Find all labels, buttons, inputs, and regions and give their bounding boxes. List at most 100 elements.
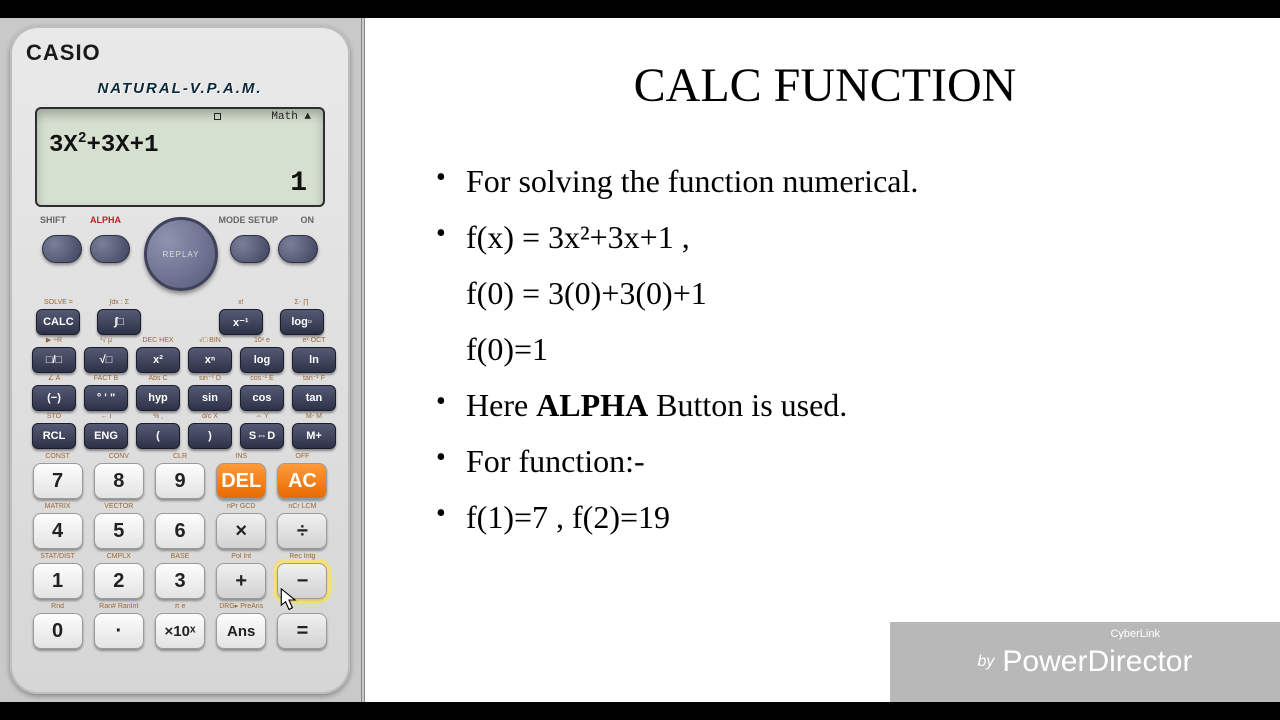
num-secondary-label: CONST [32,453,83,463]
key-4[interactable]: 4 [33,513,83,549]
slide-continuation: f(0) = 3(0)+3(0)+1 [430,265,1220,321]
slide-bullet-list: For solving the function numerical.f(x) … [430,153,1220,545]
num-secondary-label: Pol Int [216,553,267,563]
fn-key-[interactable]: √□ [84,347,128,373]
num-secondary-label: STAT/DIST [32,553,83,563]
fn-key-[interactable]: ∫□ [97,309,141,335]
screen-expression: 3X2+3X+1 [49,131,158,159]
num-secondary-label [277,603,328,613]
on-button[interactable] [278,235,318,263]
watermark-product: PowerDirector [1002,645,1192,679]
letterbox-top [0,0,1280,18]
fn-secondary-label: Abs C [136,375,180,385]
key-[interactable]: × [216,513,266,549]
slide-bullet: For solving the function numerical. [430,153,1220,209]
screen-math-indicator: Math ▲ [271,111,311,123]
fn-secondary-label: cos⁻¹ E [240,375,284,385]
key-0[interactable]: 0 [33,613,83,649]
key-9[interactable]: 9 [155,463,205,499]
powerdirector-watermark: CyberLink by PowerDirector [890,622,1280,702]
key-[interactable]: − [277,563,327,599]
fn-key-x[interactable]: x² [136,347,180,373]
fn-key-hyp[interactable]: hyp [136,385,180,411]
fn-secondary-label: ▶ ÷R [32,337,76,347]
key-2[interactable]: 2 [94,563,144,599]
fn-key-[interactable]: (−) [32,385,76,411]
label-alpha: ALPHA [90,215,121,225]
slide-bullet: f(1)=7 , f(2)=19 [430,489,1220,545]
fn-secondary-label: √□ BIN [188,337,232,347]
fn-secondary-label: M- M [292,413,336,423]
key-[interactable]: · [94,613,144,649]
slide-continuation: f(0)=1 [430,321,1220,377]
fn-key-[interactable]: ) [188,423,232,449]
fn-secondary-label: ← i [84,413,128,423]
calculator-vpam: NATURAL-V.P.A.M. [26,80,334,97]
fn-key-x[interactable]: x⁻¹ [219,309,263,335]
fn-secondary-label: ⇔ Y [240,413,284,423]
alpha-button[interactable] [90,235,130,263]
slide-bullet: Here ALPHA Button is used. [430,377,1220,433]
key-6[interactable]: 6 [155,513,205,549]
fn-key-eng[interactable]: ENG [84,423,128,449]
top-control-row: SHIFT ALPHA MODE SETUP ON REPLAY [26,217,334,297]
screen-status-line: Math ▲ [214,111,311,123]
key-[interactable]: + [216,563,266,599]
fn-key-[interactable]: ° ' " [84,385,128,411]
fn-key-sd[interactable]: S⇔D [240,423,284,449]
watermark-cyberlink: CyberLink [1110,628,1160,640]
label-mode: MODE SETUP [218,215,278,225]
fn-secondary-label: tan⁻¹ F [292,375,336,385]
fn-secondary-label: x! [214,299,267,309]
num-secondary-label: CMPLX [93,553,144,563]
fn-key-[interactable]: □/□ [32,347,76,373]
fn-key-log[interactable]: log [240,347,284,373]
key-ac[interactable]: AC [277,463,327,499]
function-key-area: SOLVE =CALC∫dx : Σ∫□x!x⁻¹Σ- ∏log▫▶ ÷R□/□… [26,299,334,449]
key-[interactable]: ÷ [277,513,327,549]
fn-secondary-label: 10ˣ e [240,337,284,347]
mode-button[interactable] [230,235,270,263]
num-secondary-label [154,503,205,513]
fn-key-log[interactable]: log▫ [280,309,324,335]
num-secondary-label: DRG▸ PreAns [216,603,267,613]
screen-d-indicator [214,113,221,120]
key-8[interactable]: 8 [94,463,144,499]
key-ans[interactable]: Ans [216,613,266,649]
fn-key-calc[interactable]: CALC [36,309,80,335]
key-1[interactable]: 1 [33,563,83,599]
key-5[interactable]: 5 [94,513,144,549]
fn-secondary-label: d/c X [188,413,232,423]
calculator-body: CASIO NATURAL-V.P.A.M. Math ▲ 3X2+3X+1 1… [10,26,350,694]
label-on: ON [301,215,315,225]
fn-key-cos[interactable]: cos [240,385,284,411]
key-7[interactable]: 7 [33,463,83,499]
label-shift: SHIFT [40,215,66,225]
key-del[interactable]: DEL [216,463,266,499]
screen-result: 1 [290,168,307,199]
num-secondary-label: Ran# RanInt [93,603,144,613]
fn-key-ln[interactable]: ln [292,347,336,373]
num-secondary-label: VECTOR [93,503,144,513]
shift-button[interactable] [42,235,82,263]
num-secondary-label: nPr GCD [216,503,267,513]
num-secondary-label: INS [216,453,267,463]
fn-key-m[interactable]: M+ [292,423,336,449]
slide-title: CALC FUNCTION [430,58,1220,113]
num-secondary-label: OFF [277,453,328,463]
fn-secondary-label: SOLVE = [32,299,85,309]
key-3[interactable]: 3 [155,563,205,599]
fn-key-sin[interactable]: sin [188,385,232,411]
fn-key-x[interactable]: xⁿ [188,347,232,373]
slide-bullet: f(x) = 3x²+3x+1 , [430,209,1220,265]
fn-secondary-label: DEC HEX [136,337,180,347]
key-10[interactable]: ×10ˣ [155,613,205,649]
num-secondary-label: nCr LCM [277,503,328,513]
fn-key-[interactable]: ( [136,423,180,449]
key-[interactable]: = [277,613,327,649]
fn-key-rcl[interactable]: RCL [32,423,76,449]
replay-pad[interactable]: REPLAY [144,217,218,291]
fn-secondary-label: Σ- ∏ [275,299,328,309]
fn-secondary-label: eˣ OCT [292,337,336,347]
fn-key-tan[interactable]: tan [292,385,336,411]
